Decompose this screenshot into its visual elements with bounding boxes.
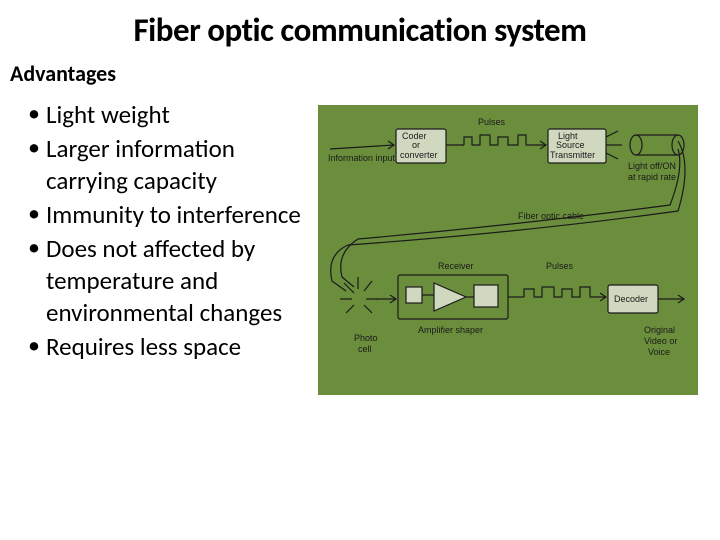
list-item: Requires less space	[28, 331, 312, 363]
bullet-list: Light weight Larger information carrying…	[8, 99, 318, 365]
fiber-optic-diagram: Information input Coderorconverter Pulse…	[318, 105, 698, 395]
label-amp: Amplifier shaper	[418, 325, 483, 335]
label-input: Information input	[328, 153, 396, 163]
list-item: Larger information carrying capacity	[28, 133, 312, 197]
list-item: Does not affected by temperature and env…	[28, 233, 312, 329]
label-cable: Fiber optic cable	[518, 211, 584, 221]
subtitle: Advantages	[10, 60, 712, 87]
label-pulses2: Pulses	[546, 261, 574, 271]
slide: Fiber optic communication system Advanta…	[0, 0, 720, 540]
label-lighton: Light off/ONat rapid rate	[628, 161, 676, 182]
label-photo: Photocell	[354, 333, 378, 354]
list-item: Light weight	[28, 99, 312, 131]
page-title: Fiber optic communication system	[8, 10, 712, 50]
label-receiver: Receiver	[438, 261, 474, 271]
label-output: OriginalVideo orVoice	[644, 325, 677, 357]
list-item: Immunity to interference	[28, 199, 312, 231]
diagram-svg: Information input Coderorconverter Pulse…	[318, 105, 698, 395]
label-decoder: Decoder	[614, 294, 648, 304]
content-row: Light weight Larger information carrying…	[8, 99, 712, 395]
label-pulses1: Pulses	[478, 117, 506, 127]
diagram-container: Information input Coderorconverter Pulse…	[318, 99, 712, 395]
